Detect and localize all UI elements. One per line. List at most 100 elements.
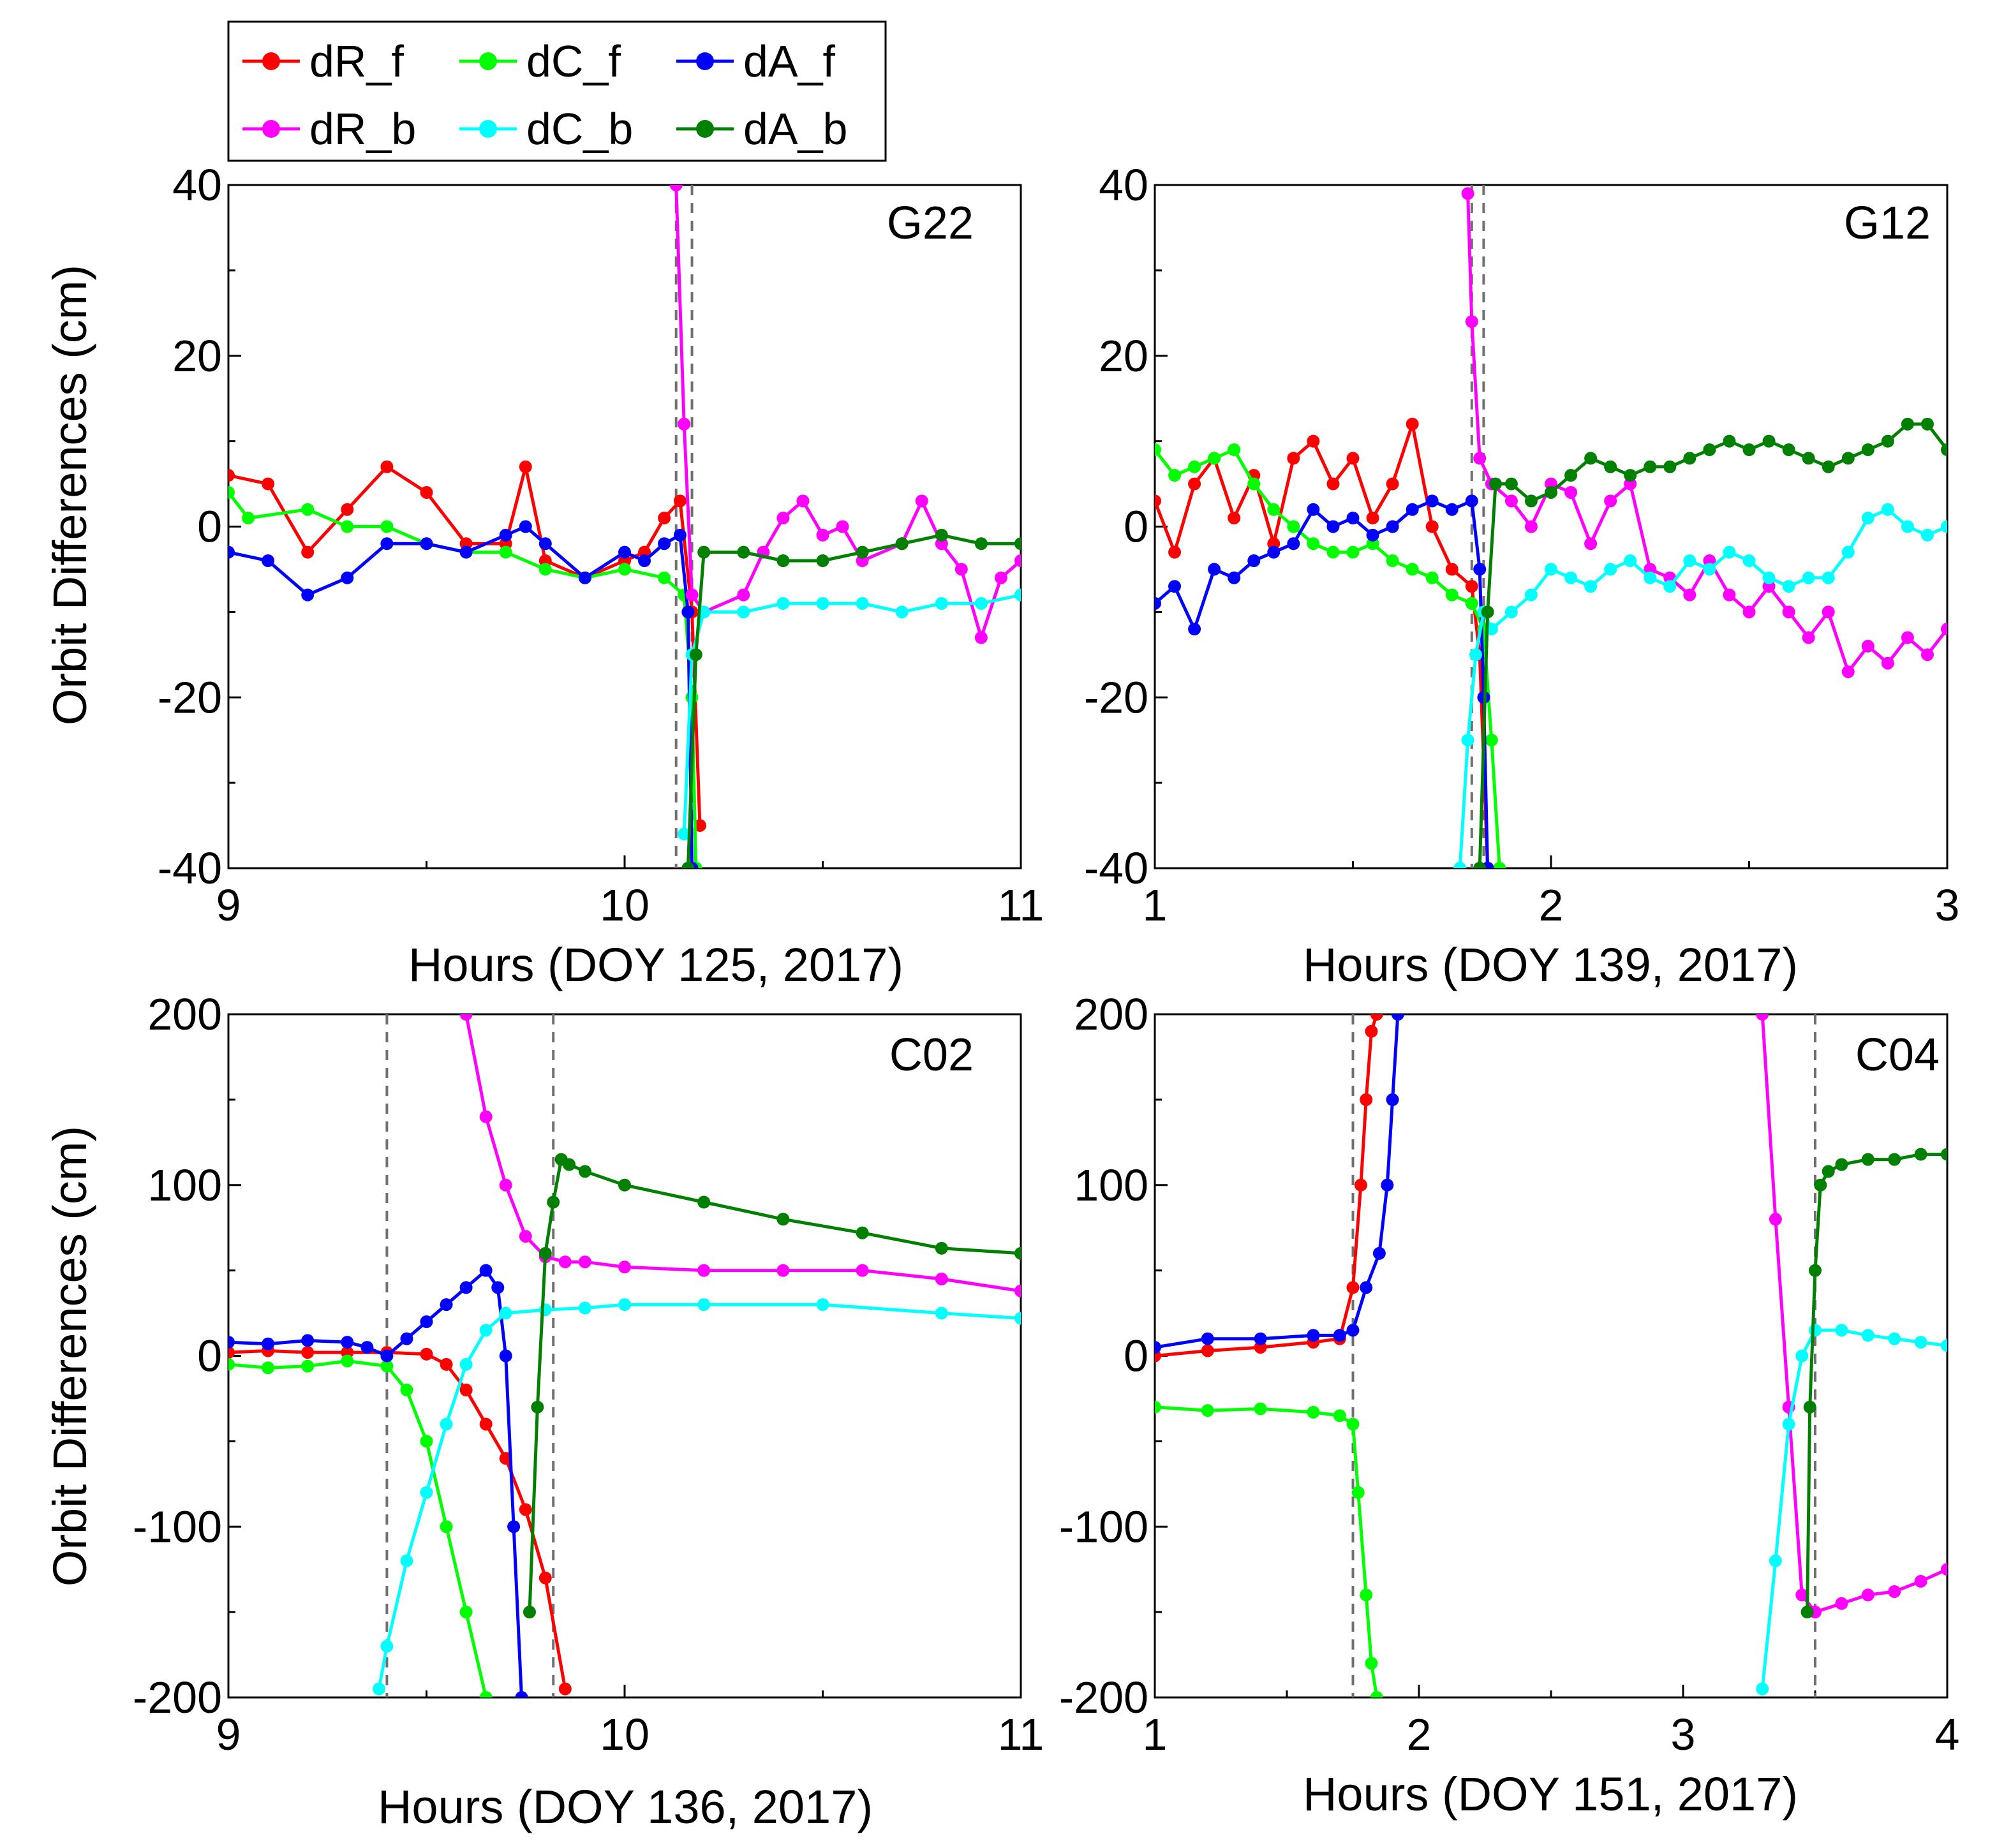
x-tick-label: 1: [1143, 880, 1168, 930]
data-point-dR_b: [1861, 639, 1875, 653]
data-point-dC_f: [1365, 1657, 1378, 1670]
data-point-dC_b: [420, 1486, 433, 1499]
x-tick-label: 9: [216, 1710, 241, 1759]
panel-c02: Orbit Differences (cm) Hours (DOY 136, 2…: [43, 989, 1044, 1833]
data-point-dC_f: [618, 563, 631, 576]
data-point-dA_f: [301, 1334, 315, 1347]
series-line-dC_f: [1155, 1405, 1379, 1697]
data-point-dR_b: [1822, 605, 1835, 619]
data-point-dC_b: [1941, 1339, 1947, 1352]
data-point-dC_f: [1493, 862, 1506, 868]
data-point-dC_b: [372, 1682, 385, 1696]
data-point-dA_f: [1372, 1246, 1386, 1260]
data-point-dR_b: [1901, 631, 1914, 644]
data-point-dA_b: [1901, 417, 1914, 431]
data-point-dR_b: [685, 588, 699, 602]
data-point-dA_f: [515, 1691, 528, 1697]
data-point-dC_f: [1188, 460, 1201, 473]
data-point-dA_b: [776, 554, 790, 568]
data-point-dA_f: [341, 571, 354, 584]
data-point-dC_b: [678, 827, 691, 841]
data-point-dR_b: [459, 1014, 473, 1021]
data-point-dC_f: [262, 1361, 275, 1375]
data-point-dR_b: [974, 631, 988, 644]
data-point-dC_b: [1920, 528, 1934, 542]
legend-label-dR_f: dR_f: [309, 36, 404, 86]
series-line-dC_b: [1458, 508, 1947, 868]
x-tick-label: 3: [1935, 880, 1960, 930]
data-point-dC_b: [1769, 1554, 1782, 1567]
x-tick-label: 11: [998, 880, 1044, 930]
data-point-dC_b: [1888, 1332, 1901, 1345]
panel-title: C02: [889, 1030, 974, 1081]
data-point-dA_f: [1188, 623, 1201, 636]
data-point-dA_b: [935, 528, 948, 542]
data-point-dC_b: [380, 1639, 394, 1653]
data-point-dA_b: [1584, 452, 1598, 465]
legend-label-dA_f: dA_f: [743, 36, 836, 86]
data-point-dA_b: [563, 1158, 576, 1171]
x-tick-label: 11: [998, 1710, 1044, 1759]
data-point-dA_f: [507, 1520, 521, 1534]
data-point-dR_b: [1756, 1014, 1769, 1021]
data-point-dA_f: [1326, 520, 1340, 533]
data-point-dA_f: [380, 1349, 394, 1363]
data-point-dR_b: [1564, 485, 1578, 499]
data-point-dR_f: [301, 1346, 315, 1359]
data-point-dA_b: [1762, 434, 1776, 448]
data-point-dA_f: [459, 1281, 473, 1294]
data-point-dC_b: [895, 605, 909, 619]
y-tick-label: -100: [133, 1502, 222, 1551]
y-tick-label: 200: [147, 989, 222, 1039]
legend: dR_f dC_f dA_f dR_b dC_b dA_b: [227, 20, 887, 162]
data-point-dA_b: [1644, 460, 1657, 473]
data-point-dR_f: [1406, 417, 1419, 431]
data-point-dA_f: [1473, 563, 1487, 576]
data-point-dC_b: [1545, 563, 1557, 576]
x-tick-label: 2: [1539, 880, 1564, 930]
x-tick-label: 1: [1143, 1710, 1168, 1759]
data-point-dC_f: [242, 512, 255, 525]
data-point-dC_b: [1453, 862, 1467, 868]
panel-ylabel: Orbit Differences (cm): [43, 1126, 96, 1586]
data-point-dR_f: [538, 1571, 552, 1585]
data-point-dR_b: [1524, 520, 1538, 533]
series-group: [1155, 187, 1947, 868]
data-point-dC_f: [1287, 520, 1300, 533]
data-point-dC_f: [1307, 1405, 1320, 1419]
data-point-dC_b: [1564, 571, 1578, 584]
data-point-dR_f: [380, 460, 394, 473]
data-point-dC_f: [1346, 1417, 1360, 1431]
data-point-dC_f: [658, 571, 671, 584]
data-point-dC_b: [1624, 554, 1637, 568]
data-point-dC_f: [499, 545, 512, 559]
data-point-dC_b: [459, 1357, 473, 1371]
data-point-dR_b: [994, 571, 1007, 584]
data-point-dA_b: [1803, 1400, 1816, 1414]
data-point-dA_b: [1545, 485, 1557, 499]
data-point-dC_f: [1307, 537, 1320, 551]
data-point-dC_b: [1504, 605, 1518, 619]
data-point-dC_b: [1881, 503, 1894, 516]
data-point-dR_f: [1370, 1014, 1383, 1021]
data-point-dR_b: [954, 563, 968, 576]
data-point-dA_f: [1386, 520, 1399, 533]
data-point-dA_b: [1742, 443, 1756, 457]
data-point-dC_f: [1386, 554, 1399, 568]
data-point-dA_f: [1247, 554, 1261, 568]
data-point-dC_b: [856, 596, 869, 610]
data-point-dR_f: [1425, 520, 1439, 533]
legend-item-dC_b: dC_b: [459, 104, 633, 154]
data-point-dR_b: [1014, 1284, 1021, 1297]
data-point-dA_b: [816, 554, 829, 568]
data-point-dA_b: [1835, 1158, 1848, 1171]
data-point-dR_b: [1782, 605, 1795, 619]
series-group: [228, 185, 1021, 868]
data-point-dA_b: [697, 545, 711, 559]
data-point-dA_f: [380, 537, 394, 551]
data-point-dC_f: [341, 520, 354, 533]
data-point-dC_b: [1861, 1329, 1875, 1342]
legend-marker-dA_f: [696, 52, 714, 70]
